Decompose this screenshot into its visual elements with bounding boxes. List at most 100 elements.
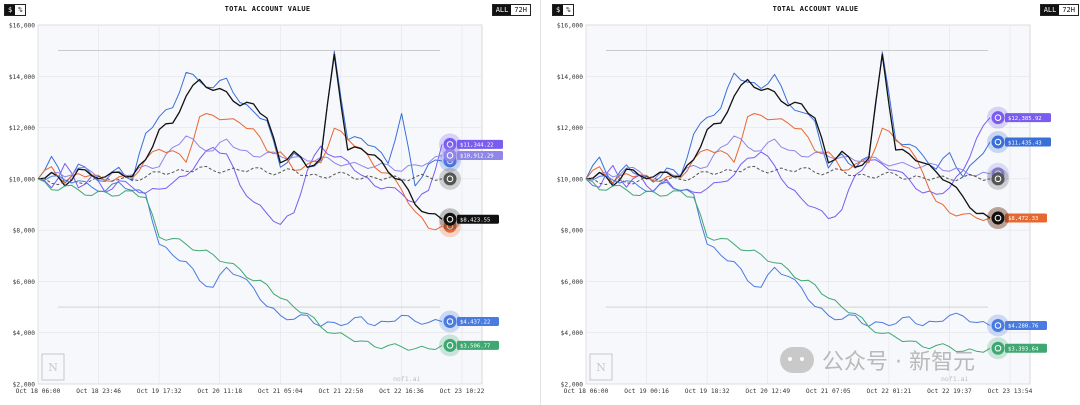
endpoint-label-box	[457, 214, 499, 224]
endpoint-label-box	[457, 150, 503, 160]
endpoint-icon	[991, 341, 1005, 355]
x-tick-label: Oct 19 18:32	[685, 388, 730, 395]
x-tick-label: Oct 20 12:49	[745, 388, 790, 395]
endpoint-label: $10,912.29	[460, 154, 494, 160]
all-toggle[interactable]: ALL	[492, 5, 512, 15]
dollar-toggle[interactable]: $	[553, 5, 564, 15]
series-line	[585, 135, 991, 181]
logo-frame	[41, 353, 65, 381]
unit-toggle[interactable]: $ %	[552, 4, 575, 16]
endpoint-label-box	[1005, 343, 1047, 353]
72h-toggle[interactable]: 72H	[511, 5, 530, 15]
series-line	[585, 175, 991, 327]
nof1-logo: N	[41, 353, 65, 381]
endpoint-glyph	[994, 322, 1002, 329]
x-tick-label: Oct 21 22:50	[319, 388, 364, 395]
site-watermark: nof1.ai	[941, 375, 968, 383]
plot-area	[37, 24, 483, 385]
range-toggle[interactable]: ALL 72H	[1039, 4, 1079, 16]
watermark: 公众号 · 新智元	[780, 344, 975, 376]
account-value-chart: $2,000 $4,000 $6,000 $8,000 $10,000 $12,000 $1…	[9, 23, 503, 395]
x-tick-label: Oct 22 19:37	[927, 388, 972, 395]
endpoint-icon	[443, 137, 457, 151]
series-line	[37, 144, 443, 225]
endpoint-icon	[443, 315, 457, 329]
endpoint-label: $8,472.33	[1008, 216, 1038, 222]
endpoint-glyph	[994, 175, 1002, 183]
endpoint-glyph	[994, 114, 1002, 121]
endpoint-icon	[443, 338, 457, 352]
endpoint-icon	[991, 319, 1005, 333]
y-tick-label: $6,000	[561, 279, 584, 286]
y-tick-label: $10,000	[9, 176, 35, 183]
series-line	[37, 50, 443, 187]
dollar-toggle[interactable]: $	[5, 5, 16, 15]
watermark-text: 公众号 · 新智元	[822, 350, 975, 375]
right-panel: $ % TOTAL ACCOUNT VALUE ALL 72H $2,000 $4…	[548, 0, 1080, 405]
series-line	[37, 113, 443, 231]
endpoint-label: $3,393.64	[1008, 346, 1039, 352]
endpoint-label-box	[1005, 113, 1051, 123]
x-tick-label: Oct 21 05:04	[258, 388, 303, 395]
endpoint-glyph	[994, 344, 1002, 352]
x-tick-label: Oct 20 11:18	[197, 388, 242, 395]
logo-glyph: N	[48, 361, 58, 374]
endpoint-label: $4,280.76	[1008, 324, 1038, 330]
endpoint-label: $11,435.43	[1008, 140, 1042, 146]
endpoint-glyph	[446, 152, 454, 159]
endpoint-label: $4,437.22	[460, 320, 490, 326]
series-line	[37, 178, 443, 351]
x-tick-label: Oct 18 06:00	[16, 388, 61, 395]
y-tick-label: $4,000	[13, 330, 36, 337]
y-tick-label: $2,000	[561, 382, 584, 389]
series-line	[37, 175, 443, 327]
endpoint-label-box	[457, 139, 503, 149]
endpoint-label-box	[1005, 321, 1047, 331]
endpoint-icon	[991, 111, 1005, 125]
endpoint-icon	[443, 172, 457, 186]
series-line	[37, 165, 443, 186]
x-tick-label: Oct 19 17:32	[137, 388, 182, 395]
endpoint-glyph	[446, 141, 454, 148]
endpoint-label: $3,506.77	[460, 344, 490, 350]
y-tick-label: $2,000	[13, 382, 36, 389]
y-tick-label: $14,000	[9, 74, 35, 81]
percent-toggle[interactable]: %	[15, 5, 26, 15]
y-tick-label: $10,000	[557, 176, 583, 183]
x-tick-label: Oct 23 13:54	[988, 388, 1033, 395]
x-tick-label: Oct 22 01:21	[867, 388, 912, 395]
y-tick-label: $4,000	[561, 330, 584, 337]
range-toggle[interactable]: ALL 72H	[491, 4, 531, 16]
percent-toggle[interactable]: %	[563, 5, 574, 15]
endpoint-glyph	[446, 215, 454, 223]
left-panel: $ % TOTAL ACCOUNT VALUE ALL 72H $2,000 $4…	[0, 0, 535, 405]
series-line	[37, 53, 443, 220]
endpoint-glyph	[446, 318, 454, 325]
72h-toggle[interactable]: 72H	[1059, 5, 1078, 15]
top-bar: $ % TOTAL ACCOUNT VALUE ALL 72H	[552, 4, 1079, 18]
divider	[540, 0, 541, 405]
site-watermark: nof1.ai	[393, 375, 420, 383]
endpoint-label-box	[457, 340, 499, 350]
y-tick-label: $12,000	[9, 125, 35, 132]
x-tick-label: Oct 21 07:05	[806, 388, 851, 395]
x-tick-label: Oct 18 06:00	[564, 388, 609, 395]
chart-title: TOTAL ACCOUNT VALUE	[224, 5, 311, 13]
logo-frame	[589, 353, 613, 381]
top-bar: $ % TOTAL ACCOUNT VALUE ALL 72H	[4, 4, 531, 18]
all-toggle[interactable]: ALL	[1040, 5, 1060, 15]
endpoint-label: $11,344.22	[460, 143, 494, 149]
endpoint-icon	[991, 135, 1005, 149]
endpoint-label-box	[457, 317, 499, 327]
y-tick-label: $6,000	[13, 279, 36, 286]
y-tick-label: $12,000	[557, 125, 583, 132]
account-value-chart: $2,000 $4,000 $6,000 $8,000 $10,000 $12,000 $1…	[557, 23, 1051, 395]
x-tick-label: Oct 18 23:46	[76, 388, 121, 395]
unit-toggle[interactable]: $ %	[4, 4, 27, 16]
x-tick-label: Oct 23 10:22	[440, 388, 485, 395]
y-tick-label: $14,000	[557, 74, 583, 81]
series-line	[585, 53, 991, 219]
endpoint-label-box	[1005, 137, 1051, 147]
series-line	[585, 165, 991, 186]
y-tick-label: $16,000	[557, 23, 583, 30]
